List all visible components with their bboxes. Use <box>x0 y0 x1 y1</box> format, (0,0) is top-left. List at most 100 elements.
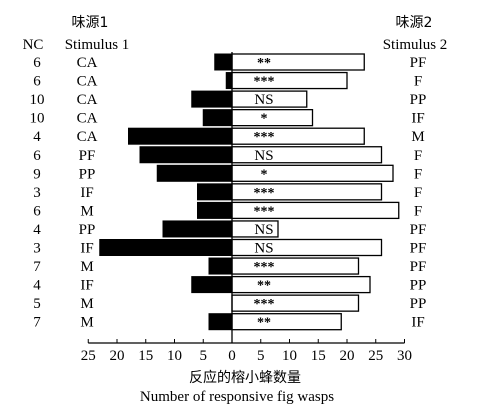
stimulus2-label: PP <box>410 278 427 294</box>
bar-stimulus1 <box>214 53 233 71</box>
row-3: 10 CA NS PP <box>30 90 427 108</box>
stimulus2-label: F <box>414 185 422 201</box>
bar-stimulus1 <box>99 239 233 256</box>
row-15: 7 M ** IF <box>33 313 425 331</box>
tick-label-left: 25 <box>81 348 96 364</box>
bar-stimulus1 <box>128 127 233 145</box>
nc-value: 7 <box>33 259 41 275</box>
bar-stimulus1 <box>197 183 233 201</box>
bar-stimulus2 <box>231 127 365 145</box>
stimulus2-label: PF <box>410 259 427 275</box>
significance-label: NS <box>254 148 273 164</box>
significance-label: * <box>261 167 268 182</box>
significance-label: * <box>261 112 268 127</box>
significance-label: ** <box>257 279 271 294</box>
significance-label: ** <box>257 316 271 331</box>
stimulus2-label: F <box>414 148 422 164</box>
nc-value: 10 <box>30 111 45 127</box>
nc-value: 3 <box>33 185 41 201</box>
row-9: 6 M *** F <box>33 201 422 219</box>
tick-label-left: 10 <box>167 348 182 364</box>
stimulus2-label: PP <box>410 296 427 312</box>
stimulus2-label: IF <box>411 315 424 331</box>
stimulus2-label: M <box>411 129 424 145</box>
row-5: 4 CA *** M <box>33 127 425 145</box>
bar-stimulus1 <box>202 109 233 127</box>
stimulus1-label: IF <box>80 278 93 294</box>
row-13: 4 IF ** PP <box>33 275 427 294</box>
significance-label: *** <box>254 130 275 145</box>
stimulus1-title-cn: 味源1 <box>72 15 109 31</box>
nc-value: 10 <box>30 92 45 108</box>
significance-label: *** <box>254 75 275 90</box>
stimulus1-label: PP <box>79 166 96 182</box>
stimulus2-label: PF <box>410 241 427 257</box>
bar-stimulus1 <box>191 276 233 294</box>
tick-label-right: 10 <box>282 348 297 364</box>
x-axis: 25 20 15 10 5 0 5 10 15 20 25 30 <box>81 52 412 364</box>
nc-value: 4 <box>33 278 41 294</box>
bar-stimulus2 <box>231 71 348 90</box>
row-14: 5 M *** PP <box>33 294 427 312</box>
stimulus1-label: M <box>80 315 93 331</box>
row-6: 6 PF NS F <box>33 146 422 164</box>
tick-label-right: 0 <box>228 348 236 364</box>
stimulus1-label: IF <box>80 185 93 201</box>
nc-label: NC <box>23 37 44 53</box>
nc-value: 9 <box>33 166 41 182</box>
significance-label: *** <box>254 260 275 275</box>
stimulus1-label: IF <box>80 241 93 257</box>
row-4: 10 CA * IF <box>30 109 425 127</box>
stimulus1-label: PP <box>79 222 96 238</box>
nc-value: 4 <box>33 129 41 145</box>
tick-label-right: 15 <box>311 348 326 364</box>
nc-value: 6 <box>33 148 41 164</box>
significance-label: NS <box>254 92 273 108</box>
row-8: 3 IF *** F <box>33 183 422 201</box>
x-axis-title-en: Number of responsive fig wasps <box>140 389 334 405</box>
tick-label-right: 25 <box>368 348 383 364</box>
nc-value: 4 <box>33 222 41 238</box>
bar-stimulus2 <box>231 109 314 127</box>
stimulus1-label: CA <box>77 92 98 108</box>
stimulus1-label: M <box>80 296 93 312</box>
bar-stimulus2 <box>231 294 360 312</box>
bar-stimulus2 <box>231 257 360 275</box>
stimulus2-label: IF <box>411 111 424 127</box>
stimulus2-label: F <box>414 203 422 219</box>
stimulus2-label: F <box>414 74 422 90</box>
significance-label: *** <box>254 204 275 219</box>
stimulus2-label: F <box>414 166 422 182</box>
significance-label: ** <box>257 56 271 71</box>
row-7: 9 PP * F <box>33 164 422 182</box>
tick-label-right: 20 <box>340 348 355 364</box>
stimulus1-label: CA <box>77 74 98 90</box>
stimulus2-label: PP <box>410 92 427 108</box>
significance-label: NS <box>254 241 273 257</box>
significance-label: *** <box>254 297 275 312</box>
tick-label-left: 5 <box>200 348 208 364</box>
bar-stimulus2 <box>231 164 394 182</box>
bar-stimulus1 <box>156 164 233 182</box>
row-1: 6 CA ** PF <box>33 53 427 71</box>
bar-stimulus1 <box>208 257 233 275</box>
significance-label: *** <box>254 186 275 201</box>
stimulus1-label: M <box>80 203 93 219</box>
stimulus1-label: PF <box>79 148 96 164</box>
stimulus1-label: CA <box>77 129 98 145</box>
x-axis-title-cn: 反应的榕小蜂数量 <box>189 369 301 386</box>
tick-label-right: 30 <box>397 348 412 364</box>
stimulus2-title-cn: 味源2 <box>396 15 433 31</box>
stimulus2-label: PF <box>410 55 427 71</box>
row-12: 7 M *** PF <box>33 257 427 275</box>
bar-stimulus1 <box>191 90 233 108</box>
stimulus1-label: M <box>80 259 93 275</box>
row-2: 6 CA *** F <box>33 71 422 90</box>
row-10: 4 PP NS PF <box>33 220 426 238</box>
bar-stimulus1 <box>225 72 233 90</box>
bar-stimulus1 <box>197 201 233 219</box>
stimulus2-title-en: Stimulus 2 <box>383 37 448 53</box>
